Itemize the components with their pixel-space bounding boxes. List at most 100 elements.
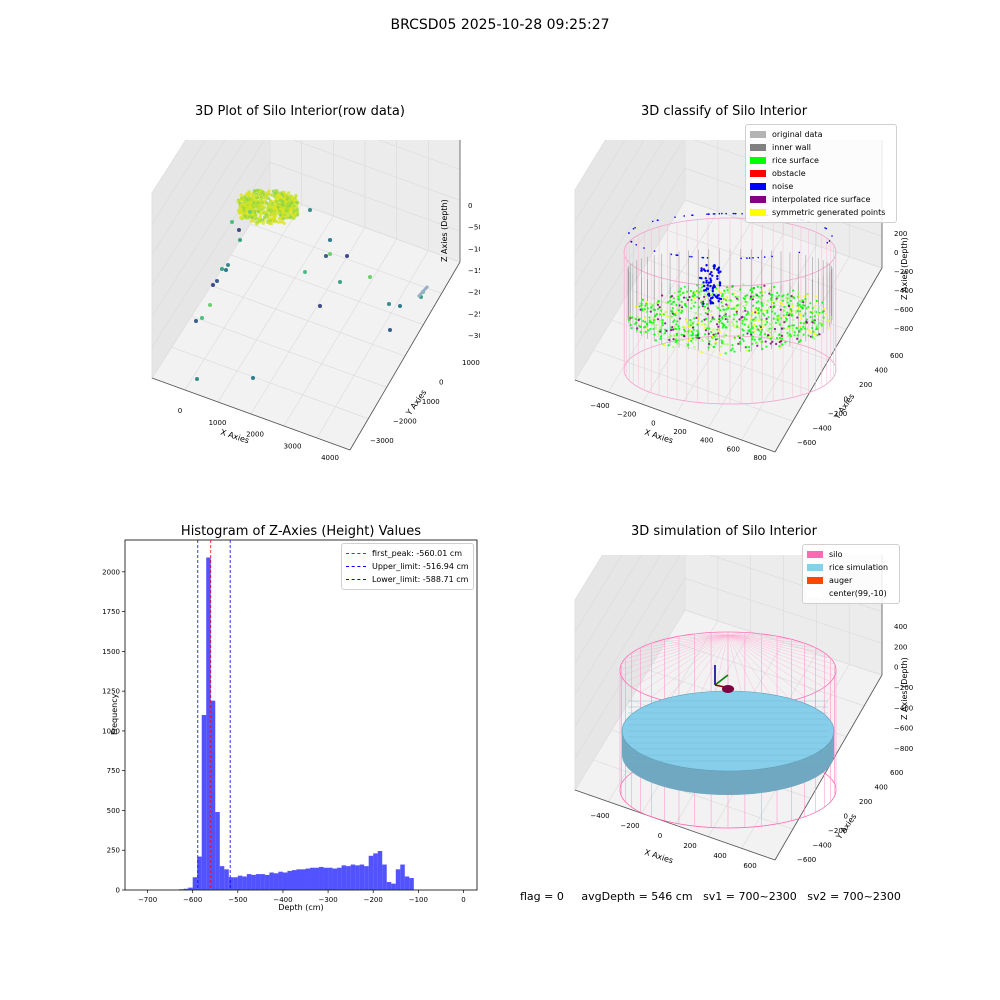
data-point (698, 336, 701, 340)
data-point (696, 323, 699, 326)
data-point (784, 320, 787, 323)
data-point (659, 328, 662, 331)
data-point (704, 311, 707, 315)
data-point (796, 302, 799, 305)
histogram-bar (400, 864, 405, 890)
data-point (295, 201, 299, 205)
data-point (208, 303, 212, 307)
data-point (754, 316, 757, 319)
data-point (745, 345, 748, 349)
data-point (764, 340, 767, 343)
data-point (782, 327, 785, 330)
silo-roof-line (727, 634, 835, 665)
data-point (786, 327, 789, 330)
data-point (721, 317, 724, 320)
data-point (238, 205, 242, 210)
data-point (714, 340, 717, 344)
noise-point (712, 213, 715, 215)
data-point (705, 327, 709, 330)
noise-point (711, 289, 715, 293)
data-point (763, 291, 767, 294)
data-point (736, 298, 740, 301)
data-point (760, 286, 763, 289)
data-point (790, 333, 793, 336)
data-point (245, 208, 249, 212)
histogram-bar (395, 869, 401, 890)
silo-roof-line (727, 634, 816, 693)
data-point (775, 342, 778, 346)
histogram-bar (188, 887, 193, 890)
histogram-bar (210, 700, 216, 890)
data-point (724, 311, 727, 314)
data-point (768, 288, 771, 291)
data-point (759, 331, 763, 334)
data-point (719, 309, 722, 312)
data-point (700, 323, 703, 326)
data-point (670, 328, 673, 332)
x-tick-label: −400 (590, 812, 609, 820)
status-flag: flag = 0 (520, 890, 564, 903)
data-point (644, 317, 647, 320)
noise-point (715, 295, 719, 298)
data-point (767, 316, 770, 319)
data-point (668, 335, 671, 339)
data-point (656, 307, 660, 311)
data-point (708, 340, 711, 343)
data-point (813, 337, 816, 340)
noise-point (706, 284, 709, 287)
data-point (756, 308, 760, 312)
silo-roof-line (678, 634, 729, 704)
data-point (792, 318, 795, 321)
data-point (252, 201, 256, 205)
panel2-points (628, 212, 833, 356)
data-point (657, 330, 660, 333)
legend-swatch (807, 564, 823, 571)
noise-point (709, 272, 712, 276)
histogram-bar (233, 877, 238, 890)
data-point (802, 322, 805, 325)
panel3-title: Histogram of Z-Axies (Height) Values (180, 524, 422, 539)
data-point (773, 305, 776, 308)
data-point (798, 330, 801, 333)
data-point (770, 325, 774, 328)
data-point (822, 316, 825, 319)
legend-entry: symmetric generated points (750, 206, 892, 219)
data-point (701, 305, 705, 308)
data-point (200, 316, 204, 320)
panel2-title: 3D classify of Silo Interior (640, 104, 808, 119)
noise-point (718, 284, 722, 287)
data-point (669, 326, 673, 329)
data-point (215, 279, 219, 283)
data-point (644, 304, 647, 307)
data-point (715, 292, 718, 295)
data-point (791, 303, 794, 306)
data-point (648, 316, 651, 319)
noise-point (705, 281, 708, 284)
data-point (788, 333, 791, 336)
data-point (730, 307, 733, 310)
data-point (801, 307, 804, 310)
data-point (338, 280, 342, 284)
data-point (698, 297, 701, 300)
data-point (766, 329, 770, 332)
grid-line (151, 140, 226, 255)
data-point (671, 312, 674, 315)
data-point (779, 300, 782, 304)
data-point (661, 343, 664, 346)
silo-roof-line (640, 634, 729, 648)
data-point (731, 344, 734, 347)
data-point (768, 331, 772, 334)
data-point (697, 331, 700, 334)
histogram-bar (269, 872, 274, 890)
data-point (682, 328, 686, 331)
z-tick-label: −200 (894, 684, 913, 692)
z-tick-label: −1500 (468, 267, 480, 275)
legend-label: symmetric generated points (772, 208, 886, 217)
data-point (713, 335, 716, 338)
data-point (749, 320, 752, 323)
data-point (711, 318, 714, 321)
histogram-bar (296, 869, 301, 890)
histogram-bar (377, 851, 383, 890)
data-point (715, 334, 718, 337)
z-tick-label: 0 (468, 202, 472, 210)
